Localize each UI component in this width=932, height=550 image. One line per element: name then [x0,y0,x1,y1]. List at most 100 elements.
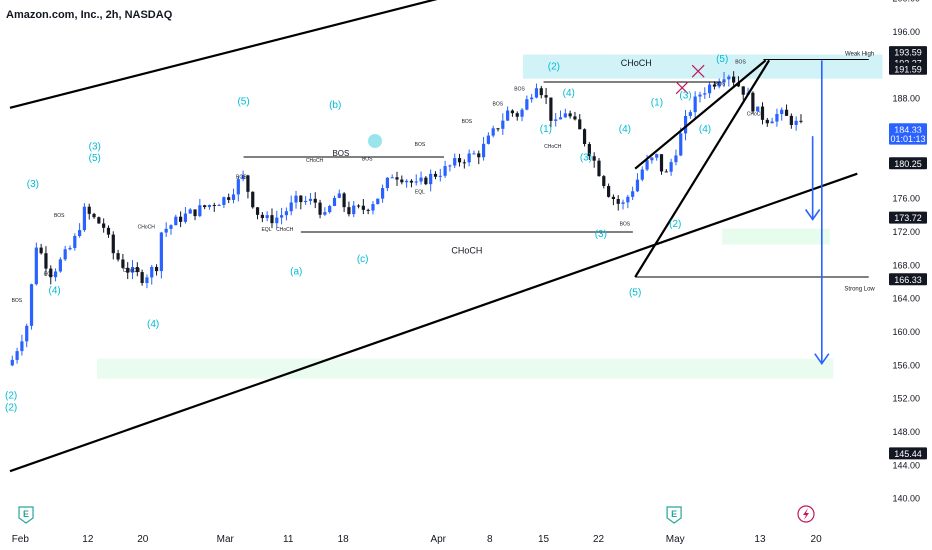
trend-line [9,0,438,109]
candle-body [121,259,125,268]
candle-body [183,213,188,222]
candle-body [323,212,327,215]
structure-label: EQL [415,190,425,196]
structure-label: BOS [715,81,726,87]
candle-body [616,199,620,204]
candle-body [111,234,115,254]
price-axis[interactable]: 140.00 144.00 148.00 152.00 156.00 160.00 164.… [886,0,932,550]
candle-body [328,205,332,213]
candle-body [116,253,120,260]
y-tick-label: 172.00 [892,227,920,237]
wave-label: (2) [669,219,681,230]
candle-body [679,133,683,156]
y-tick-label: 176.00 [892,194,920,204]
wave-label: (b) [329,100,341,111]
x-tick-label: 11 [283,534,294,545]
price-label-box [889,273,927,286]
candle-body [496,128,500,130]
trend-line [634,59,771,278]
y-tick-label: 148.00 [892,427,920,437]
structure-label: BOS [620,221,631,227]
candle-body [231,194,236,200]
candle-body [563,113,567,118]
candle-body [44,253,48,269]
candle-body [356,205,361,207]
wave-label: (4) [619,124,631,135]
candle-body [92,213,96,218]
candle-body [602,176,606,186]
wave-label: (3) [580,152,592,163]
candle-body [727,76,731,80]
candle-body [265,215,269,219]
candle-body [217,204,221,206]
candle-body [332,197,337,206]
candle-body [510,110,515,114]
candle-body [424,177,428,185]
candle-body [481,143,486,158]
y-tick-label: 156.00 [892,360,920,370]
earnings-badge [18,506,34,524]
candle-body [568,113,572,117]
candle-body [578,119,582,130]
candle-body [712,84,717,87]
candle-body [794,120,798,125]
time-axis[interactable]: Feb 12 20 Mar 11 18 Apr 8 15 22 May 13 20 E E [0,505,886,550]
x-tick-label: 22 [593,534,605,545]
candle-body [164,228,168,233]
candle-body [299,195,303,203]
candle-body [414,181,418,183]
wave-label: (5) [89,153,101,164]
highlight-zone [722,228,830,245]
structure-label: BOS [415,142,426,148]
candle-body [736,82,741,87]
candle-body [260,214,264,219]
candle-body [188,209,192,214]
x-tick-label: Feb [12,534,30,545]
candle-body [380,188,385,199]
candle-body [58,259,62,272]
candle-body [669,162,673,172]
candle-body [621,202,625,204]
wave-label: (1) [540,124,552,135]
candle-body [472,153,476,155]
wave-label: (2) [5,391,17,402]
candle-body [780,109,784,114]
candle-body [443,166,447,176]
candle-body [683,115,688,134]
chart-title: Amazon.com, Inc., 2h, NASDAQ [6,9,173,21]
candle-body [270,215,274,224]
wave-label: (4) [49,286,61,297]
candle-body [688,112,692,116]
candle-body [409,180,414,183]
candle-body [534,88,539,98]
candle-body [39,247,43,254]
candle-body [419,177,423,182]
target-arrow-head [804,209,821,221]
structure-label: BOS [12,298,23,304]
candle-body [304,200,308,203]
highlight-circle [368,134,382,148]
structure-label: EQL [261,227,271,233]
candle-body [611,196,616,200]
candle-body [573,116,577,120]
candle-body [515,113,519,117]
candle-body [87,206,91,214]
candle-body [732,76,736,83]
candle-body [385,177,389,189]
candle-body [241,175,245,180]
cross-marker [675,81,689,95]
candle-body [491,128,495,136]
candle-body [775,113,779,122]
candle-body [626,196,630,203]
structure-label: Weak High [845,51,874,57]
candle-body [130,267,135,273]
candle-body [34,247,38,285]
candle-body [477,153,481,158]
price-label-box [889,132,927,145]
candle-body [20,341,24,352]
wave-label: (1) [651,97,663,108]
candle-body [429,173,433,185]
trend-line [9,172,858,473]
wave-label: (2) [548,62,560,73]
